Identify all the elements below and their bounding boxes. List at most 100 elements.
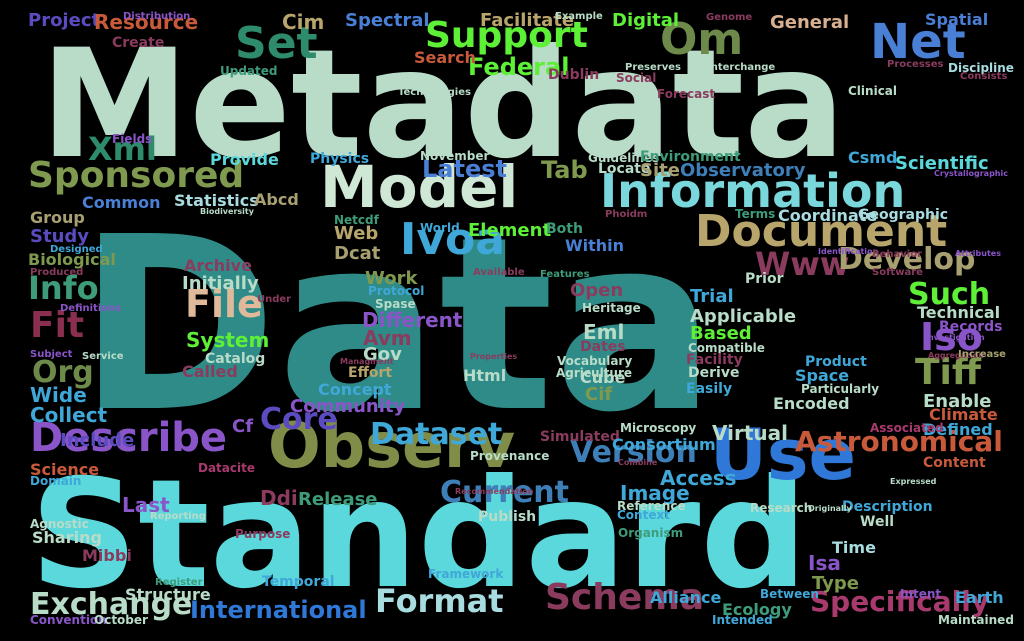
word-temporal: Temporal [262, 574, 335, 590]
word-file: File [185, 282, 263, 326]
word-support: Support [425, 15, 588, 56]
word-facility: Facility [686, 352, 743, 368]
word-description: Description [842, 499, 933, 515]
word-vocabulary: Vocabulary [557, 354, 633, 368]
word-describe: Describe [30, 415, 228, 461]
word-microscopy: Microscopy [620, 421, 697, 435]
word-version: Version [570, 435, 697, 470]
word-phoidm: Phoidm [605, 209, 648, 220]
word-processes: Processes [887, 59, 944, 70]
word-framework: Framework [428, 567, 504, 581]
word-model: Model [320, 153, 519, 221]
word-international: International [190, 596, 367, 624]
word-october: October [94, 613, 148, 627]
word-within: Within [565, 236, 625, 255]
word-tiff: Tiff [915, 352, 982, 393]
word-expressed: Expressed [890, 477, 937, 486]
word-domain: Domain [30, 474, 82, 488]
word-tab: Tab [541, 156, 588, 184]
word-available: Available [473, 267, 525, 278]
word-cim: Cim [282, 10, 325, 34]
word-schema: Schema [545, 577, 705, 618]
word-guidelines: Guidelines [588, 151, 660, 165]
word-technical: Technical [917, 303, 1001, 322]
word-under: Under [257, 294, 292, 305]
word-such: Such [908, 277, 991, 312]
word-concept: Concept [318, 380, 392, 399]
word-well: Well [860, 514, 895, 530]
word-intended: Intended [712, 613, 773, 627]
word-based: Based [690, 323, 752, 344]
word-develop: Develop [838, 242, 976, 277]
word-called: Called [182, 362, 238, 381]
word-product: Product [805, 354, 867, 370]
word-netcdf: Netcdf [334, 213, 379, 227]
word-organism: Organism [618, 526, 684, 540]
word-register: Register [155, 577, 203, 588]
word-convention: Convention [30, 613, 107, 627]
word-encoded: Encoded [773, 394, 850, 413]
word-world: World [420, 221, 460, 235]
word-statistics: Statistics [174, 191, 259, 210]
word-subject: Subject [30, 349, 73, 360]
word-common: Common [82, 193, 161, 212]
word-reporting: Reporting [150, 511, 206, 522]
word-iso: Iso [920, 315, 983, 359]
word-applicable: Applicable [690, 306, 797, 327]
word-publish: Publish [478, 509, 537, 525]
word-biological: Biological [28, 250, 116, 269]
word-scientific: Scientific [895, 153, 989, 174]
word-metadata: Metadata [40, 18, 846, 192]
word-provide: Provide [210, 150, 279, 169]
word-originally: Originally [808, 504, 852, 513]
word-simulated: Simulated [540, 429, 620, 445]
word-terms: Terms [735, 207, 776, 221]
word-aggregation: Aggregation [928, 351, 984, 360]
word-interchange: Interchange [707, 62, 776, 73]
word-increase: Increase [958, 349, 1006, 360]
word-physics: Physics [310, 151, 370, 167]
word-between: Between [760, 587, 819, 601]
word-both: Both [546, 221, 583, 237]
word-behavior: Behavior [872, 249, 923, 260]
word-updated: Updated [220, 64, 278, 78]
word-alliance: Alliance [650, 588, 722, 607]
word-investigation: Investigation [925, 333, 985, 342]
word-resource: Resource [94, 10, 199, 34]
word-space: Space [795, 366, 850, 385]
word-exchange: Exchange [30, 587, 193, 622]
word-project: Project [28, 10, 101, 31]
word-initially: Initially [182, 273, 259, 294]
word-document: Document [695, 206, 948, 257]
word-consists: Consists [960, 71, 1008, 82]
word-november: November [420, 149, 490, 163]
word-genome: Genome [706, 12, 753, 23]
word-effort: Effort [348, 365, 393, 381]
word-general: General [770, 12, 850, 33]
word-cf: Cf [232, 416, 254, 437]
word-maintained: Maintained [938, 613, 1014, 627]
word-virtual: Virtual [712, 421, 788, 445]
word-agnostic: Agnostic [30, 517, 89, 531]
word-spatial: Spatial [925, 10, 989, 29]
word-group: Group [30, 208, 85, 227]
word-xml: Xml [88, 130, 157, 168]
word-image: Image [620, 481, 690, 505]
word-site: Site [640, 160, 680, 181]
word-include: Include [60, 430, 135, 451]
word-easily: Easily [686, 381, 733, 397]
word-study: Study [30, 226, 90, 247]
word-observatory: Observatory [680, 160, 806, 181]
word-search: Search [414, 48, 476, 67]
word-observ: Observ [268, 409, 516, 482]
word-dataset: Dataset [370, 417, 503, 452]
word-abcd: Abcd [254, 190, 299, 209]
word-collect: Collect [30, 403, 108, 427]
word-fit: Fit [30, 305, 85, 346]
word-context: Context [617, 508, 670, 522]
word-environment: Environment [640, 149, 741, 165]
word-community: Community [290, 396, 406, 417]
word-climate: Climate [929, 405, 998, 424]
word-combine: Combine [618, 458, 658, 467]
